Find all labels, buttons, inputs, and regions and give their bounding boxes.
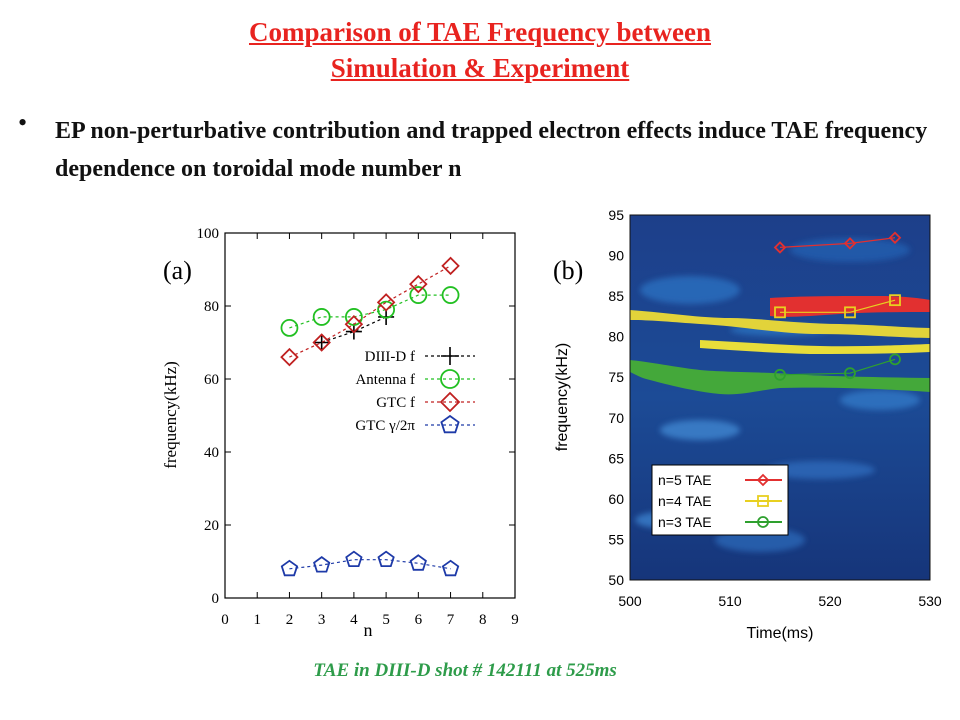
data-point	[376, 293, 396, 312]
data-point	[888, 231, 902, 244]
y-tick-label: 100	[197, 226, 220, 242]
y-tick-label: 0	[212, 591, 220, 607]
x-tick-label: 520	[818, 593, 842, 609]
slide-title-line2: Simulation & Experiment	[330, 53, 630, 83]
series-line	[289, 294, 451, 329]
data-point	[313, 334, 330, 351]
data-point	[280, 347, 299, 367]
x-tick-label: 2	[286, 612, 294, 628]
x-tick-label: 5	[382, 612, 390, 628]
legend-label: n=4 TAE	[658, 493, 712, 509]
plot-a-ylabel: frequency(kHz)	[161, 361, 180, 469]
legend-label: n=5 TAE	[658, 472, 712, 488]
x-tick-label: 4	[350, 612, 358, 628]
data-point	[313, 555, 331, 573]
data-point	[280, 318, 299, 337]
plot-a-frame	[224, 232, 516, 599]
data-point	[843, 237, 857, 250]
series-line	[289, 265, 451, 358]
bullet-text: EP non-perturbative contribution and tra…	[55, 118, 928, 182]
y-tick-label: 75	[608, 369, 624, 385]
y-tick-label: 65	[608, 450, 624, 466]
plot-b-panel-label: (b)	[553, 256, 583, 285]
legend-marker	[439, 391, 461, 413]
legend-label: GTC γ/2π	[355, 418, 415, 434]
y-tick-label: 20	[204, 518, 219, 534]
data-point	[889, 353, 901, 366]
data-point	[312, 333, 331, 352]
y-tick-label: 90	[608, 248, 624, 264]
data-point	[312, 308, 331, 326]
data-point	[377, 550, 395, 567]
legend-marker	[441, 347, 459, 365]
x-tick-label: 8	[479, 612, 487, 628]
data-point	[441, 256, 460, 276]
legend-marker	[757, 495, 769, 507]
x-tick-label: 1	[253, 612, 261, 628]
data-point	[774, 368, 786, 381]
data-point	[409, 286, 428, 304]
y-tick-label: 70	[608, 410, 624, 426]
x-tick-label: 510	[718, 593, 742, 609]
legend-label: DIII-D f	[365, 349, 415, 365]
x-tick-label: 3	[318, 612, 326, 628]
bullet-icon: •	[18, 108, 28, 137]
plot-a-xlabel: n	[364, 620, 373, 640]
legend-marker	[757, 516, 769, 528]
legend-label: n=3 TAE	[658, 514, 712, 530]
plot-b-ylabel: frequency(kHz)	[554, 343, 571, 451]
y-tick-label: 60	[608, 491, 624, 507]
series-line	[779, 237, 896, 248]
y-tick-label: 85	[608, 288, 624, 304]
x-tick-label: 6	[415, 612, 423, 628]
figure-caption: TAE in DIII-D shot # 142111 at 525ms	[313, 660, 617, 681]
data-point	[344, 314, 364, 334]
y-tick-label: 80	[608, 329, 624, 345]
plot-b-frame	[629, 214, 931, 581]
x-tick-label: 500	[618, 593, 642, 609]
data-point	[280, 559, 299, 577]
x-tick-label: 9	[511, 612, 519, 628]
x-tick-label: 7	[447, 612, 455, 628]
y-tick-label: 80	[204, 299, 219, 315]
y-tick-label: 55	[608, 531, 624, 547]
data-point	[441, 286, 460, 304]
data-point	[844, 306, 856, 319]
series-line	[780, 299, 896, 313]
data-point	[773, 241, 787, 254]
slide-title-line1: Comparison of TAE Frequency between	[249, 17, 711, 47]
y-tick-label: 40	[204, 445, 219, 461]
y-tick-label: 50	[608, 572, 624, 588]
data-point	[844, 367, 856, 380]
x-tick-label: 530	[918, 593, 942, 609]
plot-a-panel-label: (a)	[163, 256, 192, 285]
legend-marker	[440, 414, 460, 434]
y-tick-label: 95	[608, 207, 624, 223]
y-tick-label: 60	[204, 372, 219, 388]
data-point	[889, 294, 901, 307]
data-point	[441, 559, 460, 577]
legend-label: GTC f	[376, 395, 415, 411]
plot-b-xlabel: Time(ms)	[747, 625, 814, 642]
data-point	[345, 550, 363, 567]
data-point	[377, 300, 396, 319]
data-point	[409, 554, 427, 571]
data-point	[774, 306, 786, 319]
legend-label: Antenna f	[355, 372, 415, 388]
data-point	[409, 274, 428, 294]
x-tick-label: 0	[221, 612, 229, 628]
legend-marker	[756, 473, 770, 487]
series-line	[779, 358, 896, 376]
legend-marker	[440, 369, 460, 389]
